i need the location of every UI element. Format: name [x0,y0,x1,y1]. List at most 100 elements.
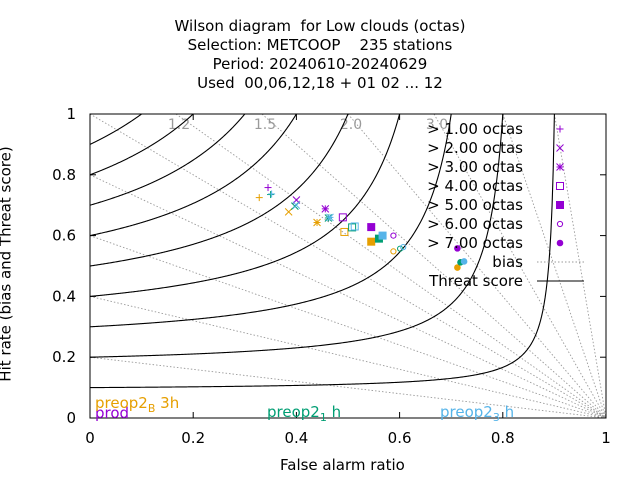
point-s1-t6-circle [390,248,397,255]
point-s3-t6-circle [400,244,407,251]
model-label-prod: prod [95,404,129,422]
legend-symbol-7 [556,239,564,247]
point-s1-t7 [454,264,461,271]
legend-symbol-2 [556,144,564,152]
threat-curve-0-4 [90,114,401,297]
y-tick-label-1: 0.2 [52,348,76,366]
legend-symbol-1 [556,125,564,133]
model-base-preop2-b: preop2 [95,394,148,412]
model-label-preop2-3-h: preop23 h [440,403,514,424]
point-s2-t1 [267,191,275,199]
legend-symbol-5-box [556,201,564,209]
threat-curve-0-7 [90,114,246,206]
legend-symbol-6-circle [556,220,564,228]
point-s1-t2-d2 [284,208,293,216]
point-s1-t5-box [367,237,376,246]
point-s3-t3-d2 [326,213,334,222]
legend-label-6: > 6.00 octas [427,215,523,233]
bias-line-1-5 [261,114,606,418]
model-base-preop2-1: preop2 [267,403,320,421]
model-rest-h-3: h [499,403,515,421]
bias-label-1-5: 1.5 [254,117,276,133]
legend-symbol-4 [556,182,564,190]
legend-label-5: > 5.00 octas [427,196,523,214]
point-s3-t2 [292,201,301,210]
chart-marks [255,184,468,271]
point-s0-t5 [367,223,376,232]
y-axis-label: Hit rate (bias and Threat score) [0,146,15,382]
point-s3-t6 [400,244,407,251]
chart-title-line-4: Used 00,06,12,18 + 01 02 ... 12 [197,74,443,92]
x-tick-label-2: 0.4 [284,429,308,447]
point-s3-t7-circle [460,258,468,265]
legend-label-7: > 7.00 octas [427,234,523,252]
legend-label-3: > 3.00 octas [427,158,523,176]
legend-symbol-3 [556,163,564,171]
point-s2-t6 [397,245,404,252]
model-base-preop2-3: preop2 [440,403,493,421]
bias-line-1 [90,114,606,418]
bias-line-0-2 [90,356,606,418]
point-s2-t4-box [348,223,357,232]
plot-frame [89,113,607,419]
point-s3-t4-box [350,222,359,231]
model-rest-h-1: h [326,403,342,421]
point-s0-t6 [390,232,397,239]
bias-line-0-6 [90,235,606,418]
chart-curves: 1.2 1.5 2.0 3.0 [90,114,606,418]
legend-label-bias: bias [492,253,523,271]
legend-symbol-5 [556,201,564,209]
legend-symbol-3-d2 [556,163,564,171]
x-axis-label: False alarm ratio [280,456,405,474]
y-tick-label-3: 0.6 [52,227,76,245]
x-tick-label-5: 1 [601,429,611,447]
point-s0-t3-d2 [321,204,330,213]
point-s2-t4 [348,223,357,232]
point-s1-t4 [340,227,349,236]
model-label-preop2-b-3h: preop2B 3h [95,394,179,415]
point-s0-t4 [338,213,347,222]
threat-curve-0-5 [90,114,349,267]
threat-curve-0-9 [90,114,142,145]
legend-label-1: > 1.00 octas [427,120,523,138]
chart-title-line-1: Wilson diagram for Low clouds (octas) [174,17,466,35]
chart-title-line-3: Period: 20240610-20240629 [212,55,428,73]
bias-line-5 [502,114,606,418]
point-s1-t5 [367,237,376,246]
bias-line-1-2 [175,114,606,418]
y-tick-label-5: 1 [66,105,76,123]
point-s3-t4 [350,222,359,231]
legend-symbol-6 [556,220,564,228]
threat-curve-0-1 [90,114,555,389]
axis-ticks: 0 0.2 0.4 0.6 0.8 1 0 0.2 0.4 0.6 0.8 1 [52,105,611,447]
model-sub-3: 3 [492,411,500,424]
bias-line-0-4 [90,295,606,418]
legend-label-2: > 2.00 octas [427,139,523,157]
bias-label-3-0: 3.0 [426,117,448,133]
y-tick-label-4: 0.8 [52,166,76,184]
point-s2-t3-d2 [324,214,333,222]
threat-curve-0-3 [90,114,452,328]
point-s3-t3 [326,213,334,222]
threat-curve-0-8 [90,114,194,176]
y-tick-label-0: 0 [66,409,76,427]
model-rest-3h: 3h [155,394,180,412]
point-s1-t6 [390,248,397,255]
model-name-prod: prod [95,404,130,422]
point-s0-t6-circle [390,232,397,239]
chart-title-line-2: Selection: METCOOP 235 stations [187,36,453,54]
point-s2-t6-circle [397,245,404,252]
point-s0-t3 [321,204,330,213]
model-sub-1: 1 [319,411,327,424]
point-s1-t4-box [340,227,349,236]
point-s0-t4-box [338,213,347,222]
threat-curve-0-6 [90,114,297,237]
x-tick-label-3: 0.6 [388,429,412,447]
point-s0-t7-circle [454,245,461,252]
point-s0-t1 [264,184,272,192]
point-s3-t7 [460,258,468,265]
x-tick-label-4: 0.8 [491,429,515,447]
y-tick-label-2: 0.4 [52,287,76,305]
legend-symbol-4-box [556,182,564,190]
point-s1-t1 [255,194,263,202]
